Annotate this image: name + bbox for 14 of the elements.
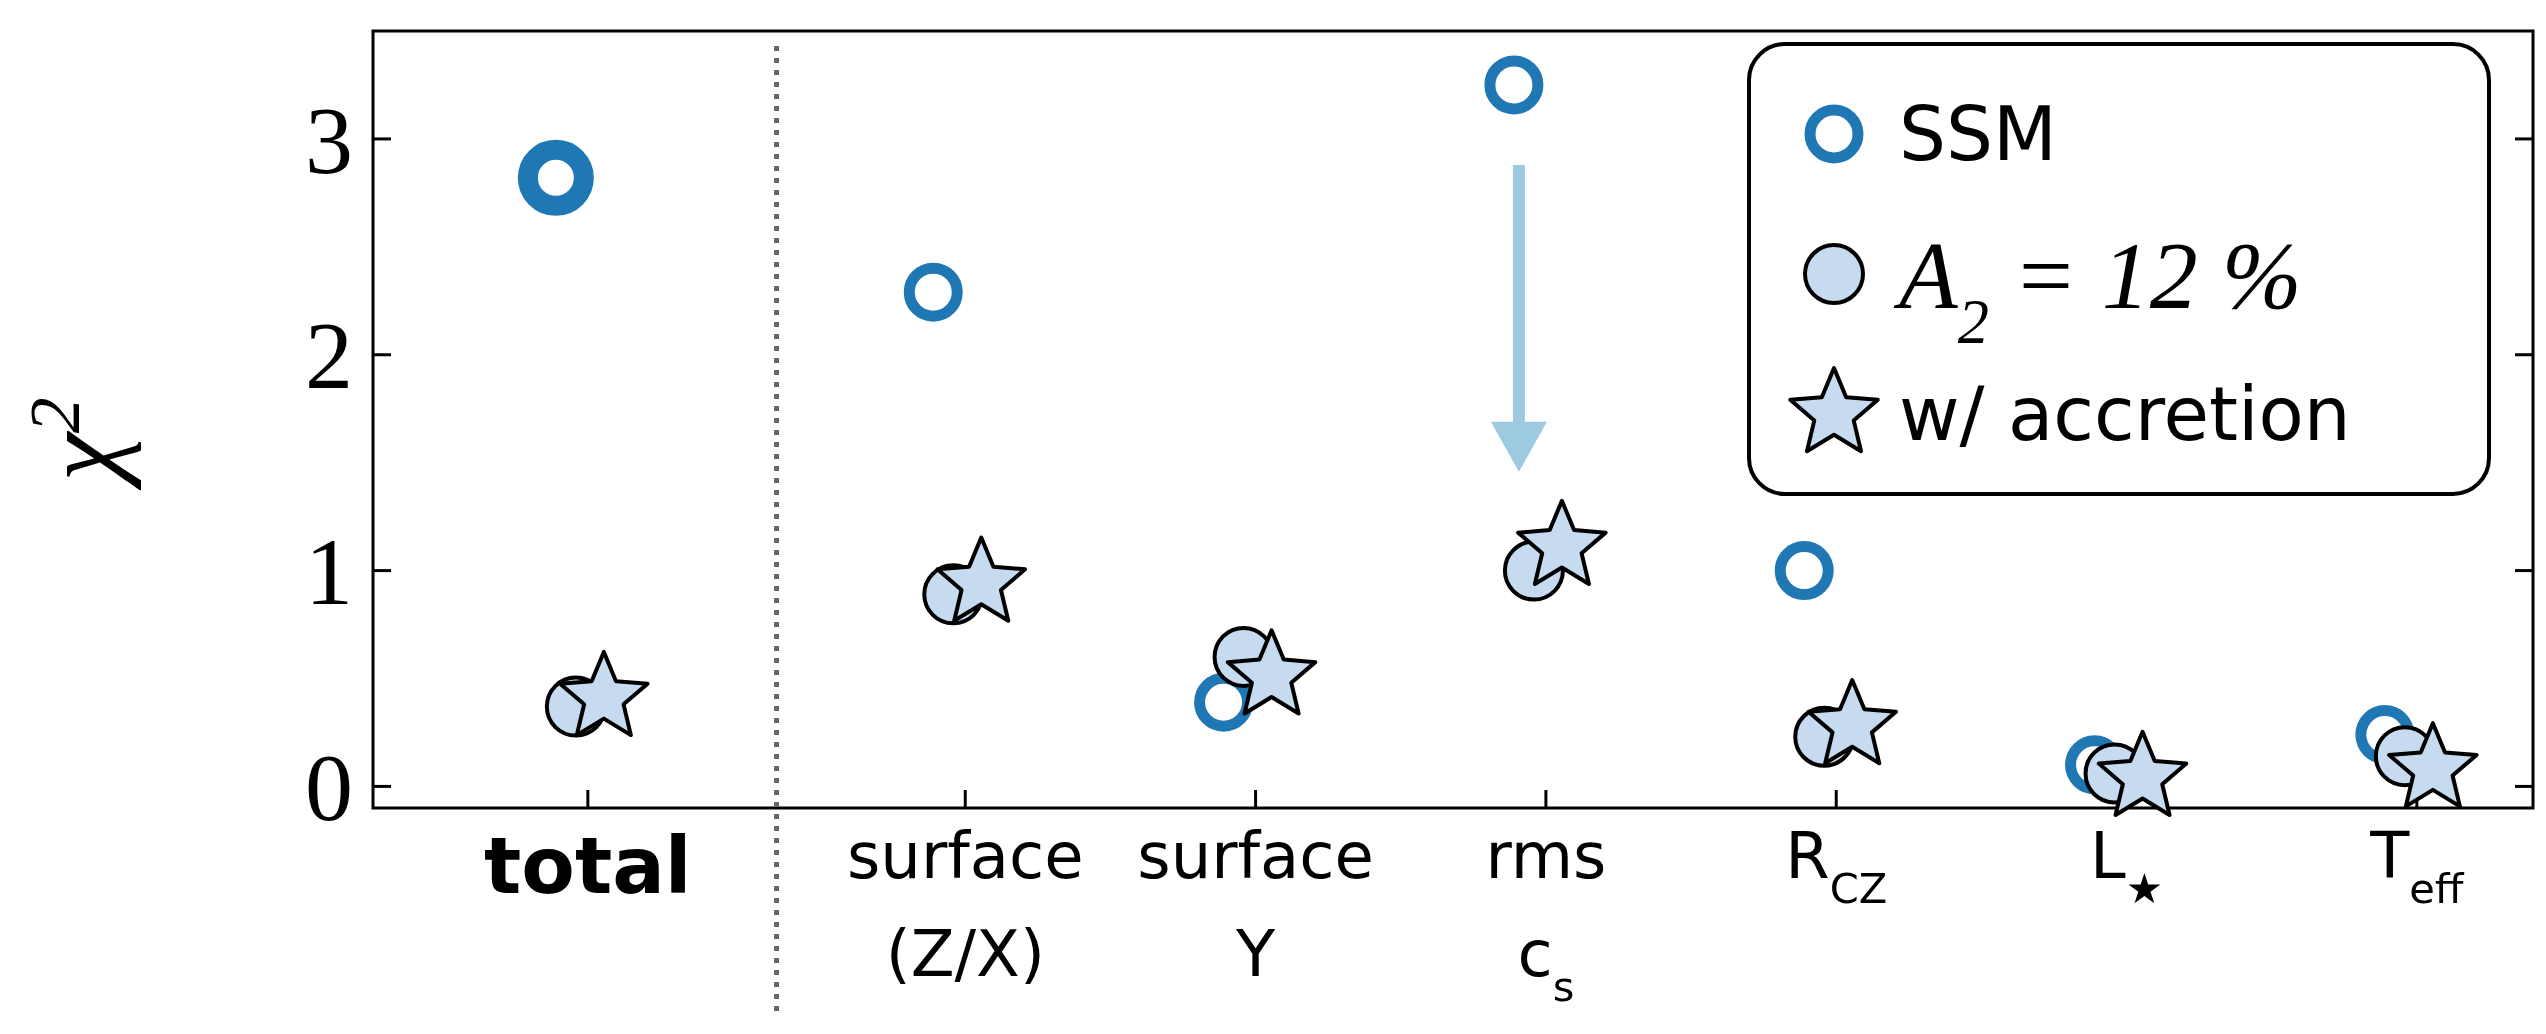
x-tick-label: L$_{★}$ [2090,819,2164,913]
legend-label: A$_{2}$ = 12 % [1893,221,2302,356]
y-tick-label: 1 [305,518,353,626]
x-tick-label: rms c$_{s}$ [1485,819,1607,1011]
y-tick-label: 3 [305,86,353,194]
legend-label: w/ accretion [1899,370,2351,457]
y-tick-label: 0 [305,734,353,842]
legend-label: SSM [1899,90,2057,177]
y-tick-label: 2 [305,302,353,410]
x-tick-label: total [484,821,692,911]
x-tick-label: surface Y [1137,819,1374,991]
x-tick-label: T$_{eff}$ [2369,819,2465,913]
x-tick-label: R$_{CZ}$ [1785,819,1888,913]
x-tick-label: surface (Z/X) [846,819,1084,991]
